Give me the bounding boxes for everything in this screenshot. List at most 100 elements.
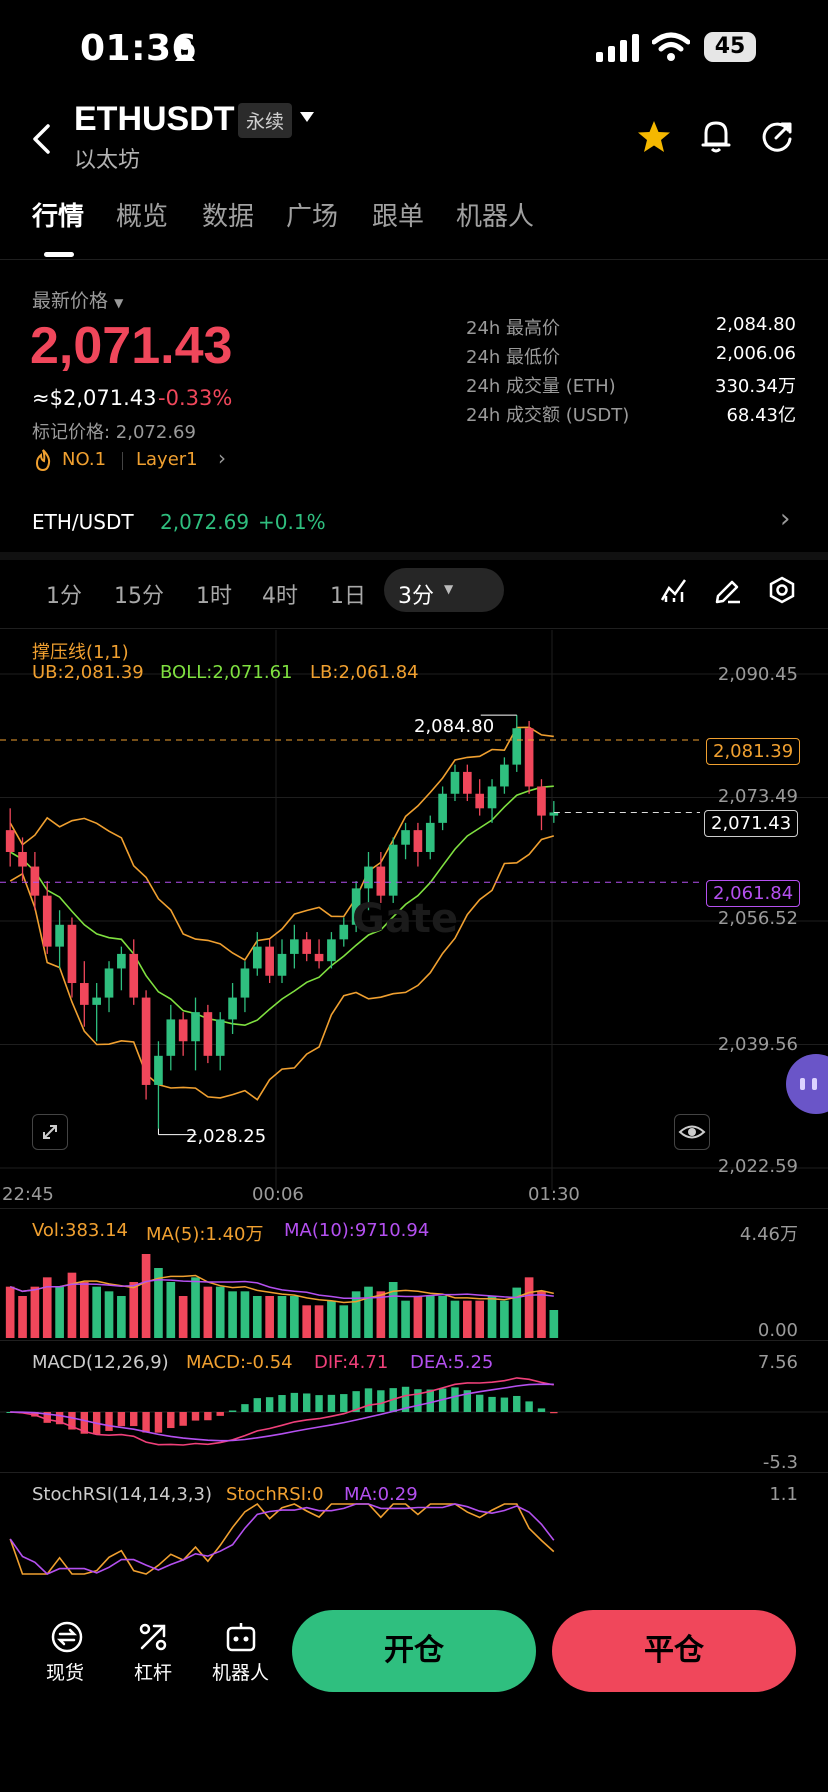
candle-body	[537, 786, 546, 816]
indicator-icon[interactable]	[660, 576, 688, 604]
expand-icon[interactable]	[32, 1114, 68, 1150]
spot-label[interactable]: 现货	[46, 1662, 85, 1684]
interval-active: 3分	[398, 584, 434, 609]
macd-axis-min: -5.3	[762, 1452, 798, 1473]
interval-selector[interactable]: 3分 ▼	[384, 568, 504, 612]
tab-market[interactable]: 行情	[32, 202, 85, 232]
robot-icon[interactable]	[224, 1620, 258, 1654]
macd-histogram-bar	[451, 1387, 459, 1412]
volume-bar	[290, 1296, 299, 1338]
sector-tag[interactable]: Layer1	[136, 449, 198, 470]
interval-1d[interactable]: 1日	[330, 584, 366, 609]
dif-value: DIF:4.71	[314, 1352, 389, 1373]
eye-icon[interactable]	[674, 1114, 710, 1150]
candle-body	[401, 830, 410, 845]
volume-bar	[67, 1272, 77, 1338]
tab-overview[interactable]: 概览	[116, 202, 169, 232]
symbol-title[interactable]: ETHUSDT	[74, 100, 235, 138]
volume-bar	[18, 1296, 27, 1338]
bell-icon[interactable]	[700, 118, 732, 154]
volume-bar	[364, 1286, 373, 1338]
back-icon[interactable]	[30, 122, 54, 156]
candle-body	[178, 1019, 188, 1042]
macd-axis-max: 7.56	[757, 1352, 798, 1373]
leverage-icon[interactable]	[136, 1620, 170, 1654]
caret-down-icon[interactable]	[298, 110, 316, 124]
macd-histogram-bar	[43, 1412, 51, 1423]
candlestick-chart[interactable]	[0, 630, 828, 1190]
volume-chart	[5, 1254, 559, 1338]
share-icon[interactable]	[760, 120, 794, 154]
macd-histogram-bar	[513, 1395, 521, 1412]
volume-bar	[5, 1286, 15, 1338]
spot-pair: ETH/USDT	[32, 510, 134, 534]
tab-bot[interactable]: 机器人	[456, 202, 535, 232]
volume-bar	[228, 1291, 237, 1338]
leverage-label[interactable]: 杠杆	[134, 1662, 173, 1684]
chat-eye	[800, 1078, 805, 1090]
chevron-right-icon: ›	[780, 504, 791, 534]
volume-bar	[463, 1300, 472, 1338]
person-icon	[174, 36, 196, 62]
volume-bar	[524, 1277, 534, 1338]
boll-mid: BOLL:2,071.61	[160, 662, 293, 683]
interval-4h[interactable]: 4时	[262, 584, 298, 609]
settings-icon[interactable]	[768, 576, 796, 604]
bot-label[interactable]: 机器人	[212, 1662, 270, 1684]
tab-data[interactable]: 数据	[202, 202, 255, 232]
macd-histogram-bar	[228, 1410, 237, 1412]
volume-bar	[252, 1296, 262, 1338]
spot-row[interactable]: ETH/USDT 2,072.69 +0.1% ›	[0, 500, 828, 544]
time-axis-label: 22:45	[2, 1184, 54, 1205]
close-position-button[interactable]: 平仓	[552, 1610, 796, 1692]
ub-price-tag: 2,081.39	[706, 738, 801, 765]
price-label[interactable]: 最新价格 ▼	[32, 286, 123, 313]
spot-change: +0.1%	[258, 510, 326, 534]
spot-price: 2,072.69	[160, 510, 250, 534]
volume-bar	[537, 1291, 546, 1338]
fire-icon	[34, 449, 52, 471]
macd-histogram-bar	[401, 1386, 410, 1412]
spot-icon[interactable]	[50, 1620, 84, 1654]
macd-histogram-bar	[80, 1412, 89, 1434]
open-position-button[interactable]: 开仓	[292, 1610, 536, 1692]
macd-histogram-bar	[191, 1412, 200, 1421]
interval-1h[interactable]: 1时	[196, 584, 232, 609]
candle-body	[55, 924, 64, 947]
volume-bar	[265, 1296, 274, 1338]
candle-body	[30, 866, 40, 896]
volume-bar	[314, 1305, 324, 1338]
macd-title: MACD(12,26,9)	[32, 1352, 169, 1373]
stat-label: 24h 成交额 (USDT)	[466, 405, 630, 426]
star-icon[interactable]	[636, 120, 672, 154]
volume-bar	[215, 1286, 225, 1338]
boll-title: 撑压线(1,1)	[32, 638, 129, 664]
volume-bar	[178, 1296, 188, 1338]
volume-bar	[154, 1268, 163, 1338]
candle-body	[339, 924, 349, 940]
volume-bar	[376, 1291, 386, 1338]
price-axis-label: 2,022.59	[717, 1156, 798, 1177]
macd-histogram-bar	[179, 1412, 187, 1426]
candle-body	[290, 939, 299, 954]
volume-bar	[129, 1282, 139, 1338]
macd-histogram-bar	[352, 1391, 360, 1412]
watermark: Gate	[352, 896, 459, 942]
tab-copy-trade[interactable]: 跟单	[372, 202, 425, 232]
candle-body	[166, 1019, 176, 1056]
chevron-right-icon[interactable]: ›	[218, 446, 226, 470]
macd-histogram-bar	[463, 1390, 472, 1412]
interval-1m[interactable]: 1分	[46, 584, 82, 609]
volume-bar	[438, 1296, 447, 1338]
draw-icon[interactable]	[714, 576, 742, 604]
volume-bar	[327, 1300, 336, 1338]
floating-chat-button[interactable]	[786, 1054, 828, 1114]
chat-eye	[812, 1078, 817, 1090]
contract-badge: 永续	[238, 103, 293, 138]
volume-bar	[55, 1286, 64, 1338]
tab-square[interactable]: 广场	[286, 202, 339, 232]
stoch-value: StochRSI:0	[226, 1484, 324, 1505]
macd-histogram-bar	[278, 1395, 286, 1412]
macd-histogram-bar	[167, 1412, 175, 1429]
interval-15m[interactable]: 15分	[114, 584, 164, 609]
